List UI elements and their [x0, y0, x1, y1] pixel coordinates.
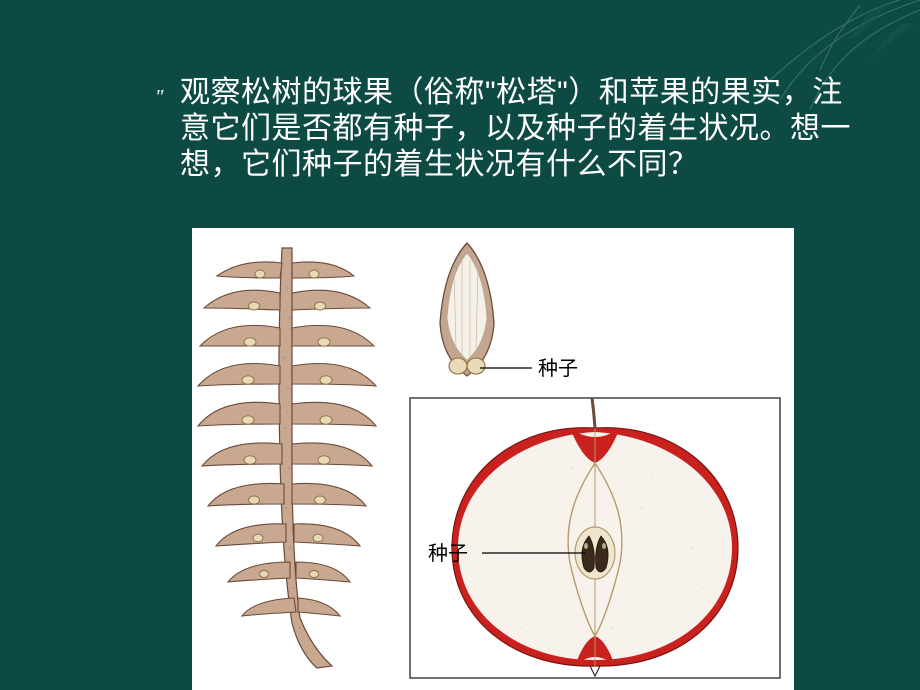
label-apple-seed: 种子: [428, 542, 468, 565]
bullet-icon: ": [155, 86, 163, 109]
apple-cross-section: 种子: [428, 398, 738, 676]
slide: " 观察松树的球果（俗称"松塔"）和苹果的果实，注意它们是否都有种子，以及种子的…: [0, 0, 920, 690]
seed-diagram: 种子: [192, 228, 794, 690]
pine-cone: [198, 248, 376, 668]
pine-scale-detail: 种子: [440, 243, 578, 380]
label-pine-seed: 种子: [538, 357, 578, 380]
slide-body-text: 观察松树的球果（俗称"松塔"）和苹果的果实，注意它们是否都有种子，以及种子的着生…: [180, 75, 860, 183]
